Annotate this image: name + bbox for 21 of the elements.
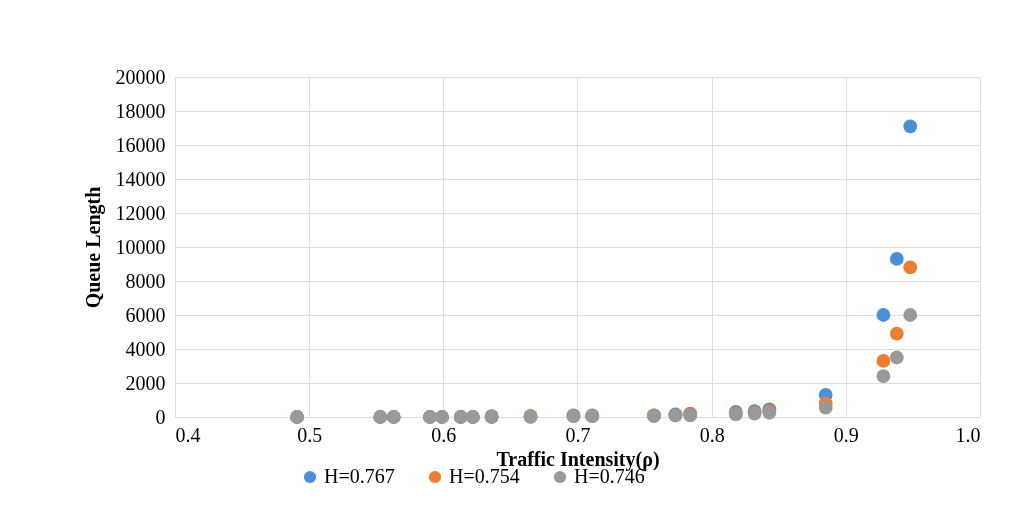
y-tick-label: 0 <box>155 405 166 428</box>
legend-label: H=0.767 <box>324 465 395 487</box>
y-tick-label: 10000 <box>115 235 166 258</box>
y-tick-label: 20000 <box>115 65 166 88</box>
x-tick-label: 0.9 <box>833 423 859 446</box>
y-tick-label: 4000 <box>125 337 166 360</box>
x-tick-label: 0.7 <box>565 423 591 446</box>
x-tick-label: 0.4 <box>175 423 201 446</box>
y-tick-label: 14000 <box>115 167 166 190</box>
y-tick-label: 16000 <box>115 133 166 156</box>
y-tick-label: 6000 <box>125 303 166 326</box>
y-tick-label: 2000 <box>125 371 166 394</box>
x-tick-label: 0.6 <box>431 423 457 446</box>
x-tick-label: 0.8 <box>699 423 725 446</box>
legend-label: H=0.754 <box>449 465 520 487</box>
x-tick-label: 0.5 <box>297 423 323 446</box>
y-tick-label: 12000 <box>115 201 166 224</box>
y-tick-label: 8000 <box>125 269 166 292</box>
y-axis-title: Queue Length <box>81 186 105 309</box>
x-tick-label: 1.0 <box>955 423 981 446</box>
y-tick-label: 18000 <box>115 99 166 122</box>
